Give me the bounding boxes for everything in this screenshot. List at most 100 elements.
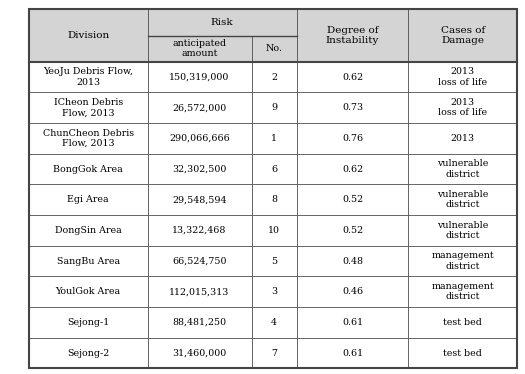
Bar [251,62,297,92]
Bar [148,184,251,215]
Bar [297,276,408,307]
Bar [148,276,251,307]
Text: 4: 4 [271,318,277,327]
Bar [29,62,148,92]
Text: 0.52: 0.52 [342,195,363,204]
Text: 2: 2 [271,73,277,82]
Bar [29,307,148,338]
Text: 0.73: 0.73 [342,103,363,112]
Bar [408,154,517,184]
Text: 0.52: 0.52 [342,226,363,235]
Text: ChunCheon Debris
Flow, 2013: ChunCheon Debris Flow, 2013 [43,129,134,148]
Bar [251,36,297,62]
Bar [297,9,408,62]
Text: SangBu Area: SangBu Area [57,257,120,266]
Text: 112,015,313: 112,015,313 [170,287,230,296]
Bar [297,307,408,338]
Text: 32,302,500: 32,302,500 [172,165,227,174]
Bar [148,338,251,368]
Bar [29,92,148,123]
Bar [408,9,517,62]
Text: 290,066,666: 290,066,666 [169,134,230,143]
Text: 1: 1 [271,134,277,143]
Text: YoulGok Area: YoulGok Area [56,287,121,296]
Bar [408,246,517,276]
Text: test bed: test bed [443,318,482,327]
Text: vulnerable
district: vulnerable district [437,190,488,209]
Bar [251,276,297,307]
Text: management
district: management district [432,251,494,271]
Text: 7: 7 [271,349,277,358]
Text: 88,481,250: 88,481,250 [172,318,227,327]
Bar [29,276,148,307]
Bar [148,246,251,276]
Bar [148,307,251,338]
Text: YeoJu Debris Flow,
2013: YeoJu Debris Flow, 2013 [43,67,133,87]
Text: 2013
loss of life: 2013 loss of life [438,67,487,87]
Text: Risk: Risk [211,18,234,27]
Text: 3: 3 [271,287,277,296]
Bar [148,62,251,92]
Text: ICheon Debris
Flow, 2013: ICheon Debris Flow, 2013 [54,98,123,117]
Bar [297,154,408,184]
Bar [148,154,251,184]
Bar [297,92,408,123]
Bar [297,62,408,92]
Text: vulnerable
district: vulnerable district [437,221,488,240]
Text: test bed: test bed [443,349,482,358]
Text: Egi Area: Egi Area [67,195,109,204]
Text: 31,460,000: 31,460,000 [172,349,227,358]
Bar [29,246,148,276]
Bar [29,123,148,154]
Text: 0.46: 0.46 [342,287,363,296]
Text: DongSin Area: DongSin Area [55,226,122,235]
Text: 0.62: 0.62 [342,73,363,82]
Text: 0.61: 0.61 [342,349,363,358]
Bar [148,215,251,246]
Bar [148,9,297,36]
Text: 5: 5 [271,257,277,266]
Bar [251,123,297,154]
Text: 66,524,750: 66,524,750 [172,257,227,266]
Text: 10: 10 [268,226,280,235]
Bar [251,338,297,368]
Bar [408,123,517,154]
Text: Cases of
Damage: Cases of Damage [440,26,485,45]
Bar [251,307,297,338]
Bar [29,154,148,184]
Bar [408,338,517,368]
Bar [148,123,251,154]
Bar [29,215,148,246]
Text: 0.62: 0.62 [342,165,363,174]
Text: management
district: management district [432,282,494,301]
Bar [408,92,517,123]
Text: 0.76: 0.76 [342,134,363,143]
Text: No.: No. [266,44,283,53]
Bar [251,154,297,184]
Bar [297,338,408,368]
Bar [408,215,517,246]
Text: Division: Division [67,31,109,40]
Text: 26,572,000: 26,572,000 [172,103,227,112]
Bar [297,123,408,154]
Bar [297,246,408,276]
Bar [251,215,297,246]
Text: 2013: 2013 [450,134,475,143]
Text: 13,322,468: 13,322,468 [172,226,227,235]
Bar [297,215,408,246]
Bar [297,184,408,215]
Text: 29,548,594: 29,548,594 [172,195,227,204]
Bar [29,338,148,368]
Bar [148,36,251,62]
Text: anticipated
amount: anticipated amount [172,39,227,58]
Text: 2013
loss of life: 2013 loss of life [438,98,487,117]
Bar [29,9,148,62]
Bar [408,307,517,338]
Bar [29,184,148,215]
Text: 150,319,000: 150,319,000 [170,73,230,82]
Text: 0.48: 0.48 [342,257,363,266]
Bar [408,276,517,307]
Bar [251,92,297,123]
Text: 0.61: 0.61 [342,318,363,327]
Bar [251,184,297,215]
